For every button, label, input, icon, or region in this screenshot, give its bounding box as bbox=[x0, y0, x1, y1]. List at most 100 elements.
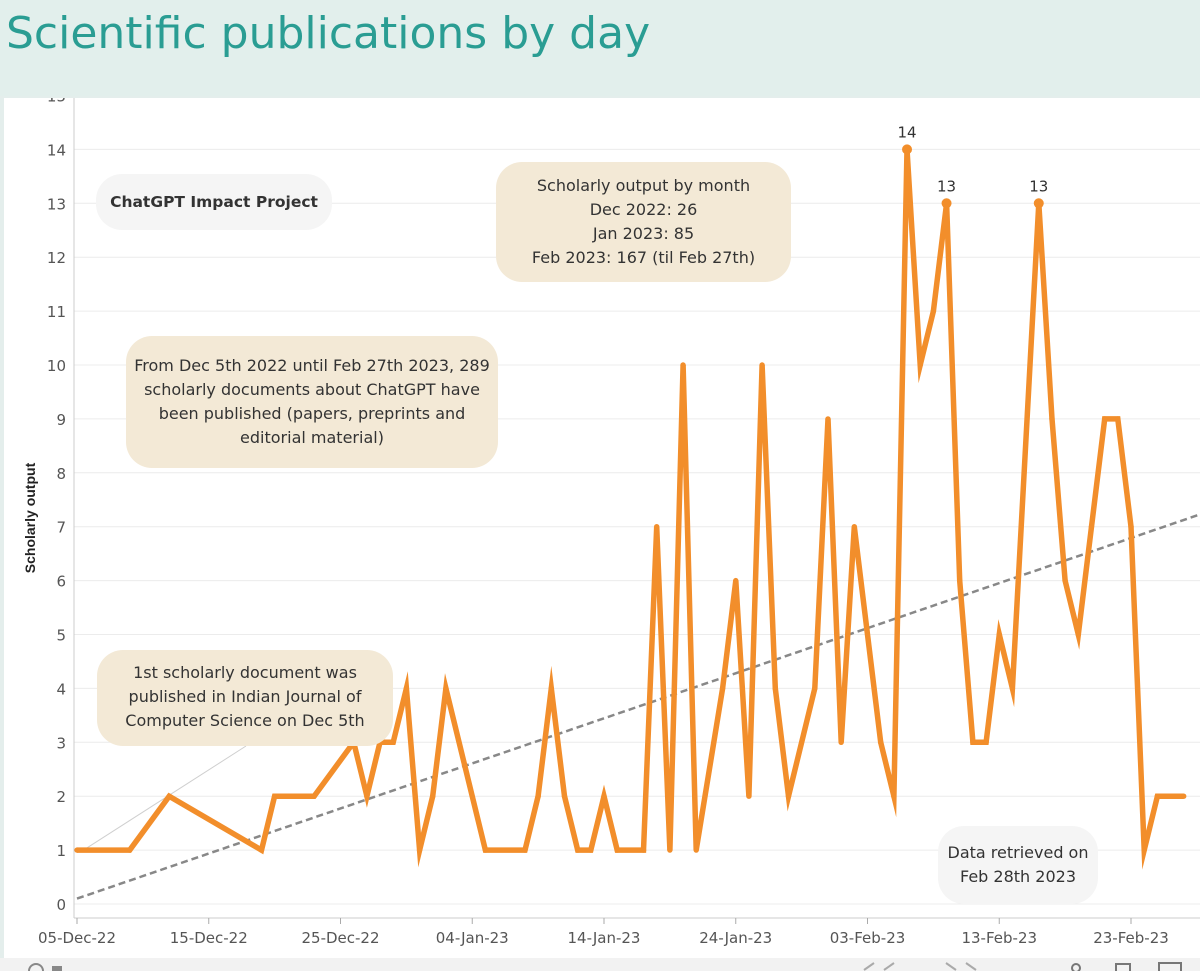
summary-bubble: From Dec 5th 2022 until Feb 27th 2023, 2… bbox=[126, 336, 498, 468]
data-point bbox=[1049, 416, 1055, 422]
y-tick-label: 1 bbox=[56, 842, 66, 860]
data-point bbox=[548, 685, 554, 692]
data-point bbox=[693, 847, 699, 853]
data-point bbox=[957, 577, 963, 584]
data-point bbox=[1181, 793, 1187, 799]
y-tick-label: 4 bbox=[56, 680, 66, 698]
summary-line-3: been published (papers, preprints and bbox=[158, 404, 466, 423]
data-point bbox=[1075, 631, 1082, 638]
data-retrieved-line-1: Data retrieved on bbox=[947, 843, 1089, 862]
monthly-output-feb: Feb 2023: 167 (til Feb 27th) bbox=[531, 248, 756, 267]
y-axis-title: Scholarly output bbox=[22, 462, 38, 573]
data-point bbox=[1154, 793, 1161, 799]
first-document-line-2: published in Indian Journal of bbox=[128, 687, 362, 706]
x-tick-label: 13-Feb-23 bbox=[961, 929, 1037, 947]
data-point bbox=[1115, 416, 1121, 422]
y-tick-label: 0 bbox=[56, 896, 66, 914]
data-point bbox=[364, 793, 370, 799]
data-point bbox=[416, 847, 423, 853]
data-point bbox=[654, 524, 660, 530]
data-label: 13 bbox=[937, 177, 956, 195]
data-point bbox=[759, 362, 765, 368]
data-point bbox=[403, 685, 410, 692]
data-point bbox=[970, 739, 976, 745]
y-tick-label: 5 bbox=[56, 627, 66, 645]
project-label-bubble: ChatGPT Impact Project bbox=[96, 174, 332, 230]
peak-marker bbox=[1033, 198, 1044, 209]
data-point bbox=[74, 847, 80, 853]
publications-line-chart: 0123456789101112131415Scholarly output05… bbox=[22, 98, 1200, 947]
x-tick-label: 04-Jan-23 bbox=[436, 929, 509, 947]
summary-line-4: editorial material) bbox=[240, 428, 384, 447]
y-tick-label: 2 bbox=[56, 788, 66, 806]
data-retrieved-bubble: Data retrieved on Feb 28th 2023 bbox=[938, 826, 1098, 904]
gear-icon[interactable] bbox=[24, 960, 64, 971]
data-point bbox=[390, 739, 396, 745]
footer-toolbar bbox=[0, 958, 1200, 971]
undo-icon[interactable] bbox=[860, 960, 900, 971]
first-document-line-3: Computer Science on Dec 5th bbox=[125, 711, 365, 730]
data-point bbox=[733, 577, 739, 584]
data-point bbox=[614, 847, 620, 853]
data-point bbox=[983, 739, 989, 745]
data-label: 14 bbox=[897, 123, 916, 141]
data-point bbox=[561, 793, 568, 799]
data-point bbox=[588, 847, 594, 853]
share-icon[interactable] bbox=[1066, 960, 1086, 971]
data-point bbox=[430, 793, 436, 799]
peak-marker bbox=[941, 198, 952, 209]
data-point bbox=[1128, 524, 1134, 530]
y-tick-label: 12 bbox=[47, 249, 66, 267]
dashboard-header: Scientific publications by day bbox=[0, 0, 1200, 96]
redo-icon[interactable] bbox=[940, 960, 980, 971]
x-tick-label: 14-Jan-23 bbox=[568, 929, 641, 947]
page-title: Scientific publications by day bbox=[6, 8, 651, 59]
fullscreen-icon[interactable] bbox=[1156, 960, 1186, 971]
monthly-output-heading: Scholarly output by month bbox=[536, 176, 751, 195]
data-point bbox=[667, 847, 673, 853]
summary-line-1: From Dec 5th 2022 until Feb 27th 2023, 2… bbox=[134, 356, 490, 375]
first-document-line-1: 1st scholarly document was bbox=[133, 663, 357, 682]
y-tick-label: 10 bbox=[47, 357, 66, 375]
y-tick-label: 11 bbox=[47, 303, 66, 321]
x-tick-label: 23-Feb-23 bbox=[1093, 929, 1169, 947]
data-point bbox=[271, 793, 278, 799]
data-point bbox=[930, 308, 937, 314]
x-tick-label: 25-Dec-22 bbox=[301, 929, 379, 947]
data-point bbox=[601, 793, 607, 799]
y-tick-label: 7 bbox=[56, 519, 66, 537]
data-retrieved-line-2: Feb 28th 2023 bbox=[960, 867, 1076, 886]
data-point bbox=[535, 793, 541, 799]
data-point bbox=[443, 685, 449, 692]
data-point bbox=[1141, 847, 1147, 853]
chart-panel: 0123456789101112131415Scholarly output05… bbox=[4, 98, 1200, 971]
y-tick-label: 3 bbox=[56, 734, 66, 752]
data-point bbox=[891, 793, 897, 799]
data-point bbox=[127, 847, 133, 853]
data-point bbox=[1009, 685, 1016, 692]
data-point bbox=[311, 793, 317, 799]
data-point bbox=[166, 793, 172, 799]
y-tick-label: 14 bbox=[47, 141, 66, 159]
data-point bbox=[851, 524, 858, 530]
monthly-output-dec: Dec 2022: 26 bbox=[589, 200, 698, 219]
data-point bbox=[772, 685, 778, 692]
first-document-bubble: 1st scholarly document was published in … bbox=[97, 650, 393, 746]
y-tick-label: 8 bbox=[56, 465, 66, 483]
download-icon[interactable] bbox=[1112, 960, 1136, 971]
x-tick-label: 05-Dec-22 bbox=[38, 929, 116, 947]
data-point bbox=[640, 847, 647, 853]
data-point bbox=[746, 793, 752, 799]
data-point bbox=[877, 739, 884, 745]
y-tick-label: 13 bbox=[47, 195, 66, 213]
data-point bbox=[1062, 577, 1068, 584]
y-tick-label: 6 bbox=[56, 573, 66, 591]
data-point bbox=[996, 631, 1002, 638]
data-point bbox=[680, 362, 686, 368]
monthly-output-bubble: Scholarly output by month Dec 2022: 26 J… bbox=[496, 162, 791, 282]
data-point bbox=[258, 847, 265, 853]
series-line bbox=[77, 149, 1184, 870]
data-point bbox=[825, 416, 831, 422]
x-tick-label: 24-Jan-23 bbox=[699, 929, 772, 947]
peak-marker bbox=[902, 144, 913, 155]
